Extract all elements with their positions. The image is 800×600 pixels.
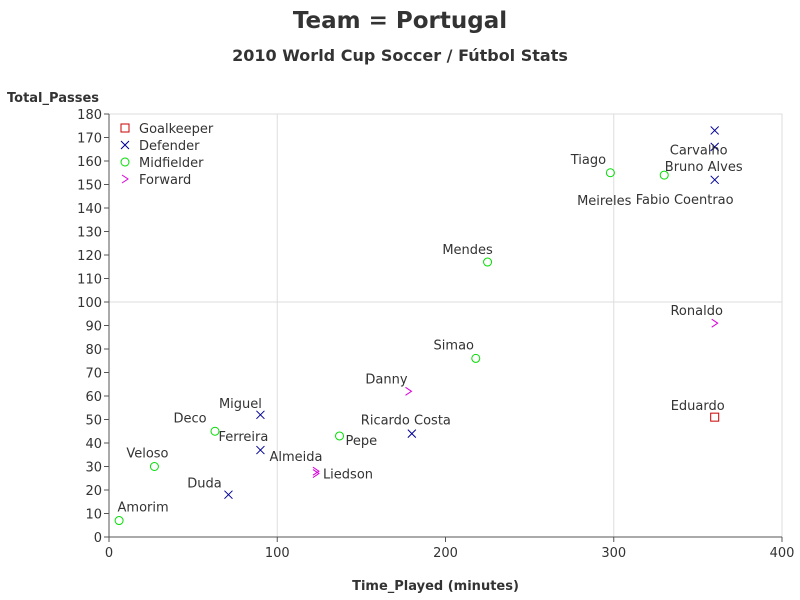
y-tick-label: 30 bbox=[85, 461, 102, 476]
axes: 0 10 20 30 40 50 60 70 80 90 100 110 120 130 140 150 160… bbox=[77, 108, 794, 561]
x-tick-label: 0 bbox=[105, 546, 113, 561]
chart-subtitle: 2010 World Cup Soccer / Fútbol Stats bbox=[232, 46, 568, 65]
midfielder-marker bbox=[605, 168, 615, 178]
goalkeeper-marker bbox=[710, 412, 720, 422]
x-tick-label: 400 bbox=[770, 546, 795, 561]
midfielder-marker bbox=[471, 353, 481, 363]
point-label: Bruno Alves bbox=[665, 160, 743, 175]
point-label: Duda bbox=[187, 477, 221, 492]
legend-entry: Midfielder bbox=[139, 156, 204, 171]
y-tick-label: 120 bbox=[77, 249, 102, 264]
point-label: Almeida bbox=[269, 450, 322, 465]
point-label: Simao bbox=[434, 338, 474, 353]
midfielder-marker bbox=[659, 170, 669, 180]
defender-marker bbox=[256, 445, 265, 455]
point-label: Ronaldo bbox=[670, 304, 722, 319]
y-tick-label: 90 bbox=[85, 320, 102, 335]
point-label: Veloso bbox=[126, 447, 168, 462]
midfielder-marker bbox=[335, 431, 345, 441]
forward-marker bbox=[121, 174, 129, 184]
point-label: Deco bbox=[173, 411, 206, 426]
midfielder-marker bbox=[483, 257, 493, 267]
midfielder-marker bbox=[210, 426, 220, 436]
y-tick-label: 40 bbox=[85, 437, 102, 452]
midfielder-marker bbox=[114, 516, 124, 526]
legend-entry: Forward bbox=[139, 173, 191, 188]
y-tick-label: 130 bbox=[77, 226, 102, 241]
defender-marker bbox=[120, 140, 130, 150]
legend-entry: Defender bbox=[139, 139, 200, 154]
y-tick-label: 10 bbox=[85, 508, 102, 523]
y-tick-label: 150 bbox=[77, 179, 102, 194]
data-points bbox=[114, 126, 720, 526]
forward-marker bbox=[312, 466, 320, 476]
y-tick-label: 170 bbox=[77, 132, 102, 147]
plot-frame bbox=[108, 113, 783, 538]
point-labels: Eduardo Carvalho Bruno Alves Fabio Coentrao… bbox=[118, 143, 743, 515]
forward-marker bbox=[711, 318, 719, 328]
point-label: Danny bbox=[365, 372, 407, 387]
defender-marker bbox=[710, 175, 720, 185]
point-label: Mendes bbox=[442, 243, 493, 258]
defender-marker bbox=[710, 126, 720, 135]
point-label: Ferreira bbox=[218, 430, 268, 445]
point-label: Ricardo Costa bbox=[361, 414, 451, 429]
y-tick-label: 100 bbox=[77, 296, 102, 311]
y-tick-label: 110 bbox=[77, 273, 102, 288]
y-tick-label: 50 bbox=[85, 414, 102, 429]
midfielder-marker bbox=[149, 462, 159, 471]
x-tick-label: 300 bbox=[601, 546, 626, 561]
legend-entry: Goalkeeper bbox=[139, 122, 214, 137]
y-tick-label: 0 bbox=[94, 531, 102, 546]
legend: Goalkeeper Defender Midfielder Forward bbox=[120, 122, 214, 188]
y-tick-label: 70 bbox=[85, 367, 102, 382]
point-label: Liedson bbox=[323, 468, 373, 483]
point-label: Eduardo bbox=[671, 399, 725, 414]
forward-marker bbox=[405, 386, 413, 396]
y-tick-label: 20 bbox=[85, 484, 102, 499]
goalkeeper-marker bbox=[120, 123, 130, 133]
point-label: Miguel bbox=[219, 397, 262, 412]
x-axis-label: Time_Played (minutes) bbox=[352, 579, 519, 594]
point-label: Amorim bbox=[118, 501, 169, 516]
point-label: Pepe bbox=[346, 434, 378, 449]
point-label: Meireles bbox=[577, 194, 631, 209]
defender-marker bbox=[710, 142, 720, 152]
x-tick-label: 100 bbox=[265, 546, 290, 561]
y-tick-label: 80 bbox=[85, 343, 102, 358]
point-label: Carvalho bbox=[670, 143, 728, 158]
forward-marker bbox=[312, 469, 320, 478]
x-tick-label: 200 bbox=[433, 546, 458, 561]
y-tick-label: 60 bbox=[85, 390, 102, 405]
point-label: Fabio Coentrao bbox=[636, 193, 734, 208]
y-axis-label: Total_Passes bbox=[7, 91, 99, 106]
midfielder-marker bbox=[120, 157, 130, 167]
defender-marker bbox=[407, 429, 417, 438]
y-tick-label: 160 bbox=[77, 155, 102, 170]
grid-lines bbox=[108, 113, 783, 538]
y-tick-label: 140 bbox=[77, 202, 102, 217]
point-label: Tiago bbox=[570, 153, 606, 168]
defender-marker bbox=[224, 490, 233, 500]
chart-title: Team = Portugal bbox=[292, 8, 508, 34]
y-tick-label: 180 bbox=[77, 108, 102, 123]
defender-marker bbox=[256, 410, 265, 420]
